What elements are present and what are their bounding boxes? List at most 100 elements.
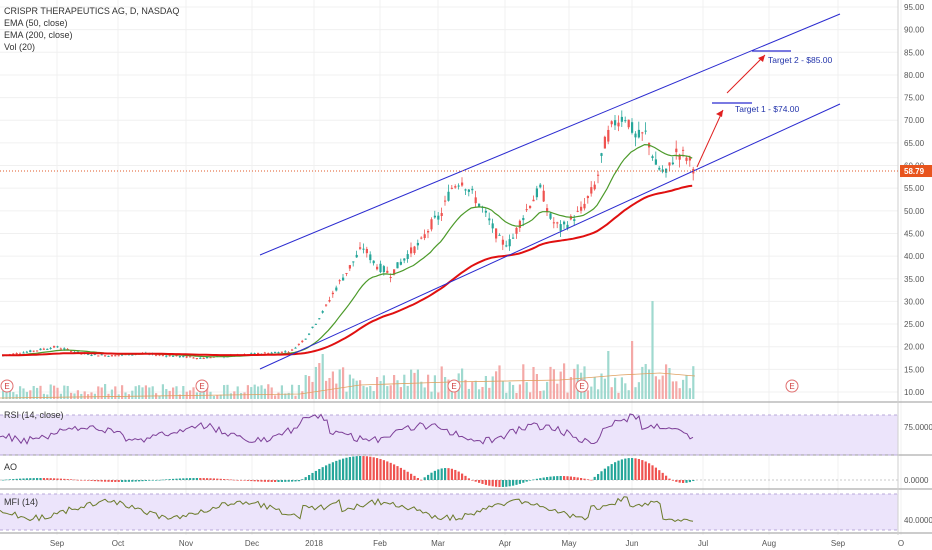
volume-legend[interactable]: Vol (20)	[4, 42, 36, 52]
ao-bar	[416, 477, 419, 480]
ao-bar	[573, 476, 576, 480]
ao-bar	[199, 478, 202, 480]
ao-bar	[76, 479, 79, 481]
volume-bar	[22, 388, 25, 399]
earnings-marker	[0, 379, 14, 393]
ao-bar	[29, 478, 32, 480]
ao-bar	[369, 456, 372, 480]
volume-bar	[250, 387, 253, 399]
volume-bar	[280, 385, 283, 399]
ao-bar	[624, 458, 627, 480]
ao-bar	[342, 458, 345, 480]
ao-bar	[127, 480, 130, 482]
volume-bar	[246, 385, 249, 399]
x-tick-label: Oct	[112, 539, 125, 548]
volume-bar	[593, 377, 596, 399]
ao-bar	[182, 478, 185, 480]
volume-bar	[321, 354, 324, 399]
ao-bar	[556, 476, 559, 480]
ao-bar	[117, 480, 120, 482]
mfi-band	[0, 494, 898, 530]
ao-bar	[22, 478, 25, 480]
ao-bar	[457, 471, 460, 480]
candle-body	[423, 234, 426, 239]
candle-body	[590, 187, 593, 194]
ao-bar	[331, 462, 334, 480]
earnings-marker-label: E	[789, 382, 794, 391]
candle-body	[46, 348, 49, 350]
ao-bar	[107, 480, 110, 482]
ao-bar	[495, 480, 498, 487]
candle-body	[688, 156, 691, 161]
ao-bar	[488, 480, 491, 486]
candle-body	[597, 174, 600, 176]
target2-arrowhead	[758, 55, 765, 62]
candle-body	[651, 156, 654, 159]
candle-body	[12, 353, 15, 355]
ao-bar	[12, 479, 15, 480]
candle-body	[634, 133, 637, 138]
volume-bar	[444, 377, 447, 399]
ema50-legend[interactable]: EMA (50, close)	[4, 18, 68, 28]
ao-bar	[100, 480, 103, 482]
candle-body	[467, 189, 470, 192]
volume-bar	[141, 387, 144, 399]
volume-bar	[59, 393, 62, 399]
candle-body	[263, 352, 266, 354]
ao-bar	[450, 468, 453, 480]
ao-bar	[512, 480, 515, 486]
volume-bar	[427, 374, 430, 399]
volume-bar	[114, 386, 117, 399]
ao-bar	[386, 461, 389, 480]
volume-bar	[450, 385, 453, 399]
volume-bar	[399, 387, 402, 399]
volume-bar	[121, 385, 124, 399]
candle-body	[338, 280, 341, 282]
volume-bar	[437, 392, 440, 399]
ao-bar	[138, 480, 141, 482]
volume-bar	[342, 367, 345, 399]
candle-body	[297, 343, 300, 345]
ao-bar	[535, 478, 538, 480]
x-tick-label: Feb	[373, 539, 387, 548]
ao-bar	[172, 478, 175, 480]
volume-bar	[559, 371, 562, 399]
rsi-pane-label[interactable]: RSI (14, close)	[4, 410, 64, 420]
candle-body	[464, 189, 467, 191]
volume-bar	[219, 394, 222, 399]
candle-body	[318, 318, 321, 320]
price-tick-label: 35.00	[904, 275, 925, 284]
candle-body	[600, 153, 603, 156]
ao-bar	[665, 475, 668, 480]
ao-pane-label[interactable]: AO	[4, 462, 18, 472]
volume-bar	[297, 384, 300, 399]
ao-bar	[56, 478, 59, 480]
ao-bar	[277, 480, 280, 482]
ema200-legend[interactable]: EMA (200, close)	[4, 30, 73, 40]
volume-bar	[376, 377, 379, 399]
volume-bar	[362, 385, 365, 399]
mfi-pane-label[interactable]: MFI (14)	[4, 497, 39, 507]
chart-legend: CRISPR THERAPEUTICS AG, D, NASDAQ EMA (5…	[4, 5, 179, 53]
ao-bar	[365, 456, 368, 480]
volume-bar	[345, 391, 348, 399]
ao-bar	[546, 477, 549, 480]
volume-bar	[32, 386, 35, 399]
last-price-badge-bg	[900, 165, 932, 178]
candle-body	[100, 354, 103, 356]
x-tick-label: Dec	[245, 539, 259, 548]
ao-bar	[314, 470, 317, 480]
ao-bar	[549, 476, 552, 480]
candle-body	[270, 352, 273, 354]
volume-ma-line	[0, 372, 696, 399]
candle-body	[355, 254, 358, 258]
ao-bar	[83, 480, 86, 481]
candle-body	[614, 120, 617, 126]
volume-bar	[556, 383, 559, 399]
ao-bar	[243, 480, 246, 481]
symbol-title[interactable]: CRISPR THERAPEUTICS AG, D, NASDAQ	[4, 6, 180, 16]
volume-bar	[175, 386, 178, 399]
candle-body	[430, 219, 433, 230]
candle-body	[308, 333, 311, 335]
